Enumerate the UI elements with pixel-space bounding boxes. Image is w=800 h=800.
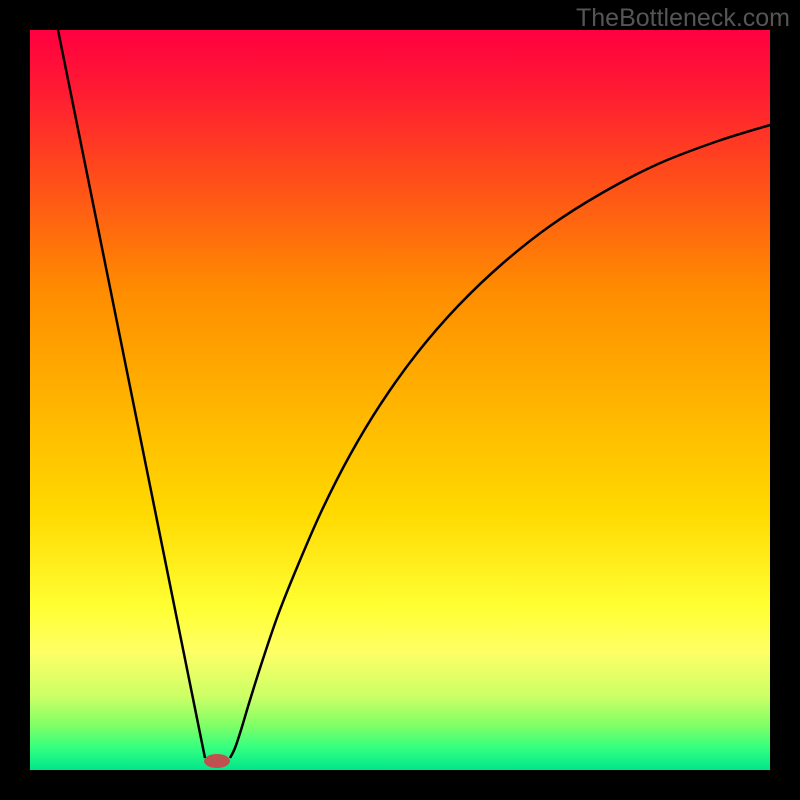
chart-container: TheBottleneck.com bbox=[0, 0, 800, 800]
curve-right-branch bbox=[230, 125, 770, 758]
curve-left-branch bbox=[58, 30, 205, 758]
watermark-text: TheBottleneck.com bbox=[576, 4, 790, 33]
min-marker bbox=[204, 754, 230, 768]
plot-area bbox=[30, 30, 770, 770]
curve-layer bbox=[30, 30, 770, 770]
